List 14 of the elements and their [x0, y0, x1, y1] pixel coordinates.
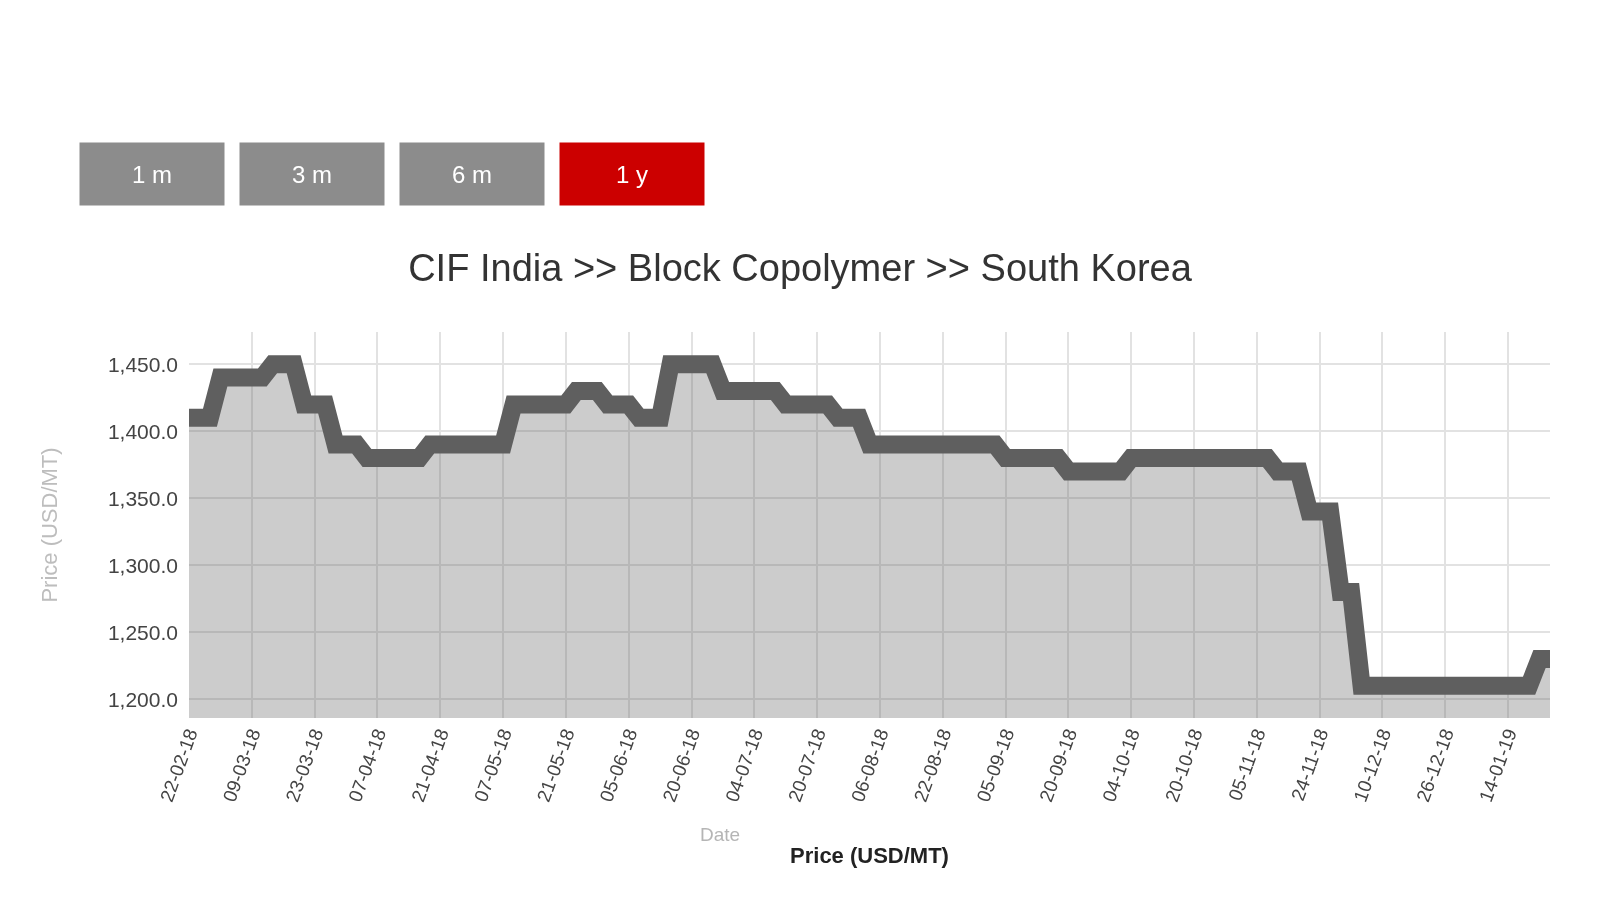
chart-title: CIF India >> Block Copolymer >> South Korea: [408, 247, 1193, 290]
y-tick-label: 1,400.0: [107, 419, 178, 443]
y-tick-label: 1,350.0: [107, 486, 178, 510]
text: 3 m: [291, 160, 333, 188]
text: 1 m: [131, 160, 173, 188]
text: 6 m: [451, 160, 493, 188]
y-tick-label: 1,300.0: [107, 553, 178, 577]
text: Date: [700, 824, 741, 845]
y-tick-label: 1,450.0: [107, 352, 178, 376]
y-tick-label: 1,200.0: [107, 687, 178, 711]
y-tick-label: 1,250.0: [107, 620, 178, 644]
x-axis-title: Price (USD/MT): [790, 843, 949, 869]
y-axis-title: Price (USD/MT): [36, 447, 62, 603]
text: 1 y: [615, 160, 649, 188]
